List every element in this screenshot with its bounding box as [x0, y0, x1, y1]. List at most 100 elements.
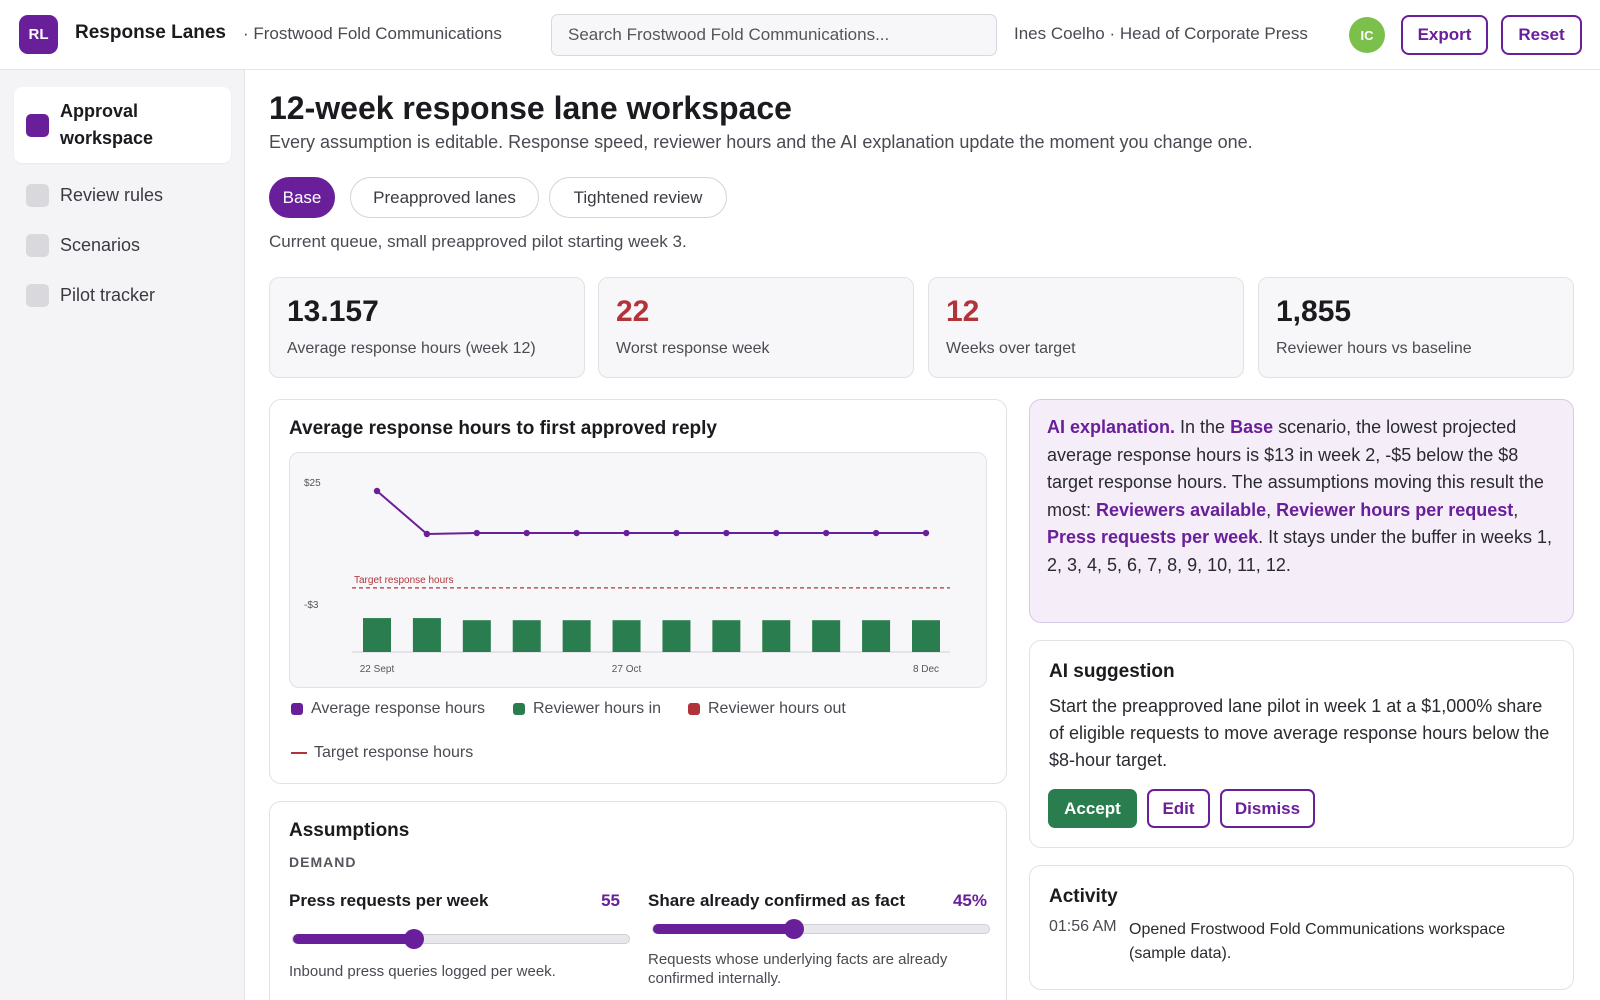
point-average-response-hours: [723, 529, 730, 537]
legend-swatch: [291, 752, 307, 754]
legend-label: Reviewer hours in: [533, 700, 662, 717]
bar-reviewer-hours-in: [363, 618, 391, 652]
kpi-value: 22: [616, 295, 650, 328]
chart-title: Average response hours to first approved…: [289, 418, 717, 439]
kpi-value: 13.157: [287, 295, 379, 328]
search-input[interactable]: [551, 14, 997, 56]
bar-reviewer-hours-in: [612, 620, 641, 652]
sidebar-item-pilot-tracker[interactable]: Pilot tracker: [14, 274, 231, 316]
point-average-response-hours: [922, 529, 930, 537]
sidebar-item-label: Approval workspace: [60, 101, 154, 148]
activity-card: Activity 01:56 AM Opened Frostwood Fold …: [1029, 865, 1574, 990]
line-average-response-hours: [376, 490, 926, 536]
point-average-response-hours: [573, 529, 580, 537]
sidebar-item-label: Scenarios: [60, 234, 141, 255]
bar-reviewer-hours-in: [462, 620, 491, 652]
tab-tightened-review[interactable]: Tightened review: [549, 177, 727, 218]
point-average-response-hours: [822, 529, 830, 537]
share-confirmed-slider[interactable]: [652, 919, 990, 939]
press-requests-slider[interactable]: [292, 929, 630, 949]
chart-plot-area: $25 -$3 Target response hours 22 Sept 27 Oct…: [289, 452, 987, 688]
dismiss-button[interactable]: Dismiss: [1220, 789, 1315, 828]
sidebar-item-scenarios[interactable]: Scenarios: [14, 224, 231, 266]
slider-fill: [653, 924, 795, 934]
kpi-label: Weeks over target: [946, 340, 1076, 357]
scenario-description: Current queue, small preapproved pilot s…: [269, 232, 687, 251]
legend-reviewer-hours-out: Reviewer hours out: [688, 700, 846, 718]
ai-explanation-card: AI explanation. In the Base scenario, th…: [1029, 399, 1574, 623]
pilot-tracker-icon: [26, 283, 49, 307]
reset-button[interactable]: Reset: [1501, 15, 1582, 55]
sidebar-item-approval-workspace[interactable]: Approval workspace: [14, 87, 231, 163]
point-average-response-hours: [373, 487, 381, 495]
sidebar-item-review-rules[interactable]: Review rules: [14, 174, 231, 216]
assumptions-title: Assumptions: [289, 820, 410, 841]
x-tick-label: 22 Sept: [360, 664, 395, 675]
legend-swatch: [291, 703, 303, 715]
ai-explanation-text: AI explanation. In the Base scenario, th…: [1047, 417, 1552, 575]
kpi-value: 1,855: [1276, 295, 1352, 328]
legend-target-response-hours: Target response hours: [291, 744, 473, 762]
kpi-value: 12: [946, 295, 980, 328]
legend-label: Target response hours: [314, 744, 474, 761]
y-tick-label: $25: [304, 478, 321, 489]
bar-reviewer-hours-in: [812, 620, 841, 652]
bar-reviewer-hours-in: [412, 618, 441, 652]
kpi-card-worst-week: 22 Worst response week: [598, 277, 914, 378]
kpi-label: Average response hours (week 12): [287, 340, 536, 357]
slider-fill: [293, 934, 414, 944]
legend-reviewer-hours-in: Reviewer hours in: [513, 700, 661, 718]
legend-label: Average response hours: [311, 700, 486, 717]
avatar[interactable]: IC: [1349, 17, 1385, 53]
section-label-demand: DEMAND: [289, 854, 357, 870]
page-subtitle: Every assumption is editable. Response s…: [269, 132, 1253, 152]
sidebar: Approval workspace Review rules Scenario…: [0, 70, 245, 1000]
accept-button[interactable]: Accept: [1048, 789, 1137, 828]
bar-reviewer-hours-in: [512, 620, 541, 652]
chart-card: Average response hours to first approved…: [269, 399, 1007, 784]
sidebar-item-label: Review rules: [60, 184, 164, 205]
bar-reviewer-hours-in: [862, 620, 891, 652]
page-title: 12-week response lane workspace: [269, 90, 792, 126]
activity-title: Activity: [1049, 886, 1118, 907]
slider-value: 45%: [952, 891, 987, 910]
bar-reviewer-hours-in: [912, 620, 940, 652]
org-name: · Frostwood Fold Communications: [243, 24, 502, 43]
kpi-card-average-response: 13.157 Average response hours (week 12): [269, 277, 585, 378]
point-average-response-hours: [423, 530, 431, 538]
slider-value: 55: [601, 891, 620, 910]
point-average-response-hours: [623, 529, 630, 537]
legend-average-response-hours: Average response hours: [291, 700, 485, 718]
bar-reviewer-hours-in: [662, 620, 691, 652]
slider-thumb[interactable]: [784, 919, 805, 939]
legend-swatch: [513, 703, 525, 715]
ai-suggestion-card: AI suggestion Start the preapproved lane…: [1029, 640, 1574, 848]
legend-label: Reviewer hours out: [708, 700, 846, 717]
x-tick-label: 27 Oct: [612, 664, 642, 675]
tab-base[interactable]: Base: [269, 177, 335, 218]
legend-swatch: [688, 703, 700, 715]
response-hours-chart: $25 -$3 Target response hours 22 Sept 27 Oct…: [304, 478, 950, 675]
y-tick-label: -$3: [304, 600, 319, 611]
slider-help: Requests whose underlying facts are alre…: [648, 951, 948, 987]
app-title: Response Lanes: [75, 22, 226, 43]
sidebar-item-label: Pilot tracker: [60, 284, 156, 305]
kpi-card-weeks-over-target: 12 Weeks over target: [928, 277, 1244, 378]
kpi-label: Worst response week: [616, 340, 770, 357]
slider-label: Share already confirmed as fact: [648, 891, 906, 910]
point-average-response-hours: [673, 529, 680, 537]
activity-text: Opened Frostwood Fold Communications wor…: [1129, 921, 1506, 962]
edit-button[interactable]: Edit: [1147, 789, 1210, 828]
x-tick-label: 8 Dec: [913, 664, 939, 675]
bar-reviewer-hours-in: [562, 620, 591, 652]
suggestion-text: Start the preapproved lane pilot in week…: [1049, 696, 1550, 770]
point-average-response-hours: [473, 529, 481, 537]
top-bar: RL Response Lanes · Frostwood Fold Commu…: [0, 0, 1600, 70]
point-average-response-hours: [872, 529, 880, 537]
export-button[interactable]: Export: [1401, 15, 1488, 55]
slider-label: Press requests per week: [289, 891, 489, 910]
tab-preapproved-lanes[interactable]: Preapproved lanes: [350, 177, 539, 218]
slider-thumb[interactable]: [403, 929, 424, 949]
bar-reviewer-hours-in: [762, 620, 791, 652]
slider-help: Inbound press queries logged per week.: [289, 963, 556, 980]
